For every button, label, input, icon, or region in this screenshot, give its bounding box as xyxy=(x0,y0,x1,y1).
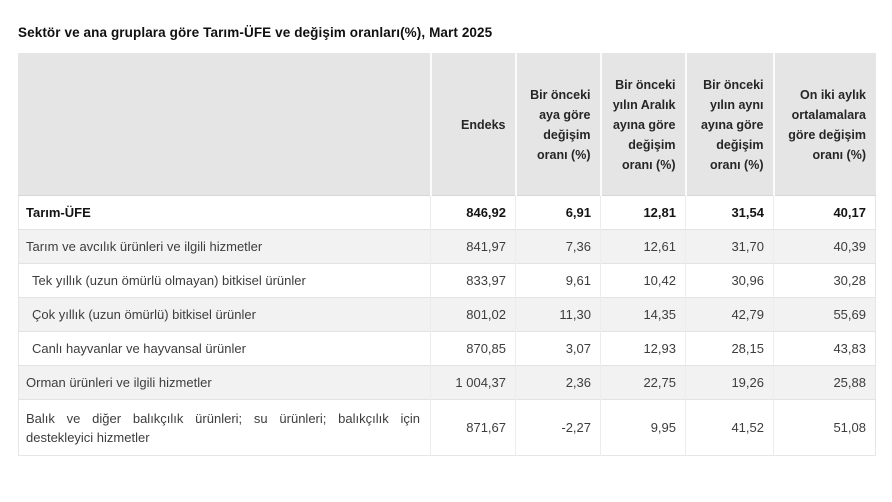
cell-since-december: 12,81 xyxy=(600,195,686,230)
header-annual-change: Bir önceki yılın aynı ayına göre değişim… xyxy=(684,53,774,196)
row-label: Tarım-ÜFE xyxy=(18,195,431,230)
cell-endeks: 846,92 xyxy=(430,195,516,230)
cell-endeks: 833,97 xyxy=(430,263,516,298)
table-row: Tarım ve avcılık ürünleri ve ilgili hizm… xyxy=(18,229,876,264)
row-label: Tarım ve avcılık ürünleri ve ilgili hizm… xyxy=(18,229,431,264)
cell-since-december: 9,95 xyxy=(600,399,686,456)
cell-twelve-month-avg: 40,39 xyxy=(773,229,876,264)
header-twelve-month-avg-change: On iki aylık ortalamalara göre değişim o… xyxy=(772,53,876,196)
cell-since-december: 22,75 xyxy=(600,365,686,400)
cell-annual: 31,54 xyxy=(685,195,774,230)
cell-since-december: 12,93 xyxy=(600,331,686,366)
cell-endeks: 1 004,37 xyxy=(430,365,516,400)
cell-twelve-month-avg: 40,17 xyxy=(773,195,876,230)
cell-endeks: 841,97 xyxy=(430,229,516,264)
table-row: Tarım-ÜFE 846,92 6,91 12,81 31,54 40,17 xyxy=(18,195,876,230)
row-label: Çok yıllık (uzun ömürlü) bitkisel ürünle… xyxy=(18,297,431,332)
cell-monthly: 2,36 xyxy=(515,365,601,400)
page-title: Sektör ve ana gruplara göre Tarım-ÜFE ve… xyxy=(18,25,493,40)
cell-annual: 30,96 xyxy=(685,263,774,298)
cell-since-december: 10,42 xyxy=(600,263,686,298)
cell-twelve-month-avg: 55,69 xyxy=(773,297,876,332)
row-label: Balık ve diğer balıkçılık ürünleri; su ü… xyxy=(18,399,431,456)
cell-annual: 28,15 xyxy=(685,331,774,366)
row-label: Orman ürünleri ve ilgili hizmetler xyxy=(18,365,431,400)
cell-annual: 42,79 xyxy=(685,297,774,332)
cell-annual: 41,52 xyxy=(685,399,774,456)
cell-annual: 31,70 xyxy=(685,229,774,264)
cell-endeks: 870,85 xyxy=(430,331,516,366)
cell-annual: 19,26 xyxy=(685,365,774,400)
tarim-ufe-table: Endeks Bir önceki aya göre değişim oranı… xyxy=(18,53,876,456)
cell-monthly: -2,27 xyxy=(515,399,601,456)
header-monthly-change: Bir önceki aya göre değişim oranı (%) xyxy=(514,53,601,196)
cell-endeks: 871,67 xyxy=(430,399,516,456)
table-row: Tek yıllık (uzun ömürlü olmayan) bitkise… xyxy=(18,263,876,298)
cell-monthly: 3,07 xyxy=(515,331,601,366)
cell-monthly: 9,61 xyxy=(515,263,601,298)
table-row: Balık ve diğer balıkçılık ürünleri; su ü… xyxy=(18,399,876,456)
cell-monthly: 11,30 xyxy=(515,297,601,332)
cell-twelve-month-avg: 51,08 xyxy=(773,399,876,456)
cell-monthly: 6,91 xyxy=(515,195,601,230)
cell-twelve-month-avg: 30,28 xyxy=(773,263,876,298)
table-container: Endeks Bir önceki aya göre değişim oranı… xyxy=(18,53,876,456)
row-label: Tek yıllık (uzun ömürlü olmayan) bitkise… xyxy=(18,263,431,298)
cell-since-december: 14,35 xyxy=(600,297,686,332)
header-since-december-change: Bir önceki yılın Aralık ayına göre değiş… xyxy=(599,53,686,196)
header-corner-cell xyxy=(18,53,431,196)
table-header-row: Endeks Bir önceki aya göre değişim oranı… xyxy=(18,53,876,196)
header-endeks: Endeks xyxy=(429,53,516,196)
table-row: Çok yıllık (uzun ömürlü) bitkisel ürünle… xyxy=(18,297,876,332)
table-row: Orman ürünleri ve ilgili hizmetler 1 004… xyxy=(18,365,876,400)
cell-endeks: 801,02 xyxy=(430,297,516,332)
table-row: Canlı hayvanlar ve hayvansal ürünler 870… xyxy=(18,331,876,366)
row-label: Canlı hayvanlar ve hayvansal ürünler xyxy=(18,331,431,366)
cell-since-december: 12,61 xyxy=(600,229,686,264)
cell-monthly: 7,36 xyxy=(515,229,601,264)
cell-twelve-month-avg: 25,88 xyxy=(773,365,876,400)
cell-twelve-month-avg: 43,83 xyxy=(773,331,876,366)
